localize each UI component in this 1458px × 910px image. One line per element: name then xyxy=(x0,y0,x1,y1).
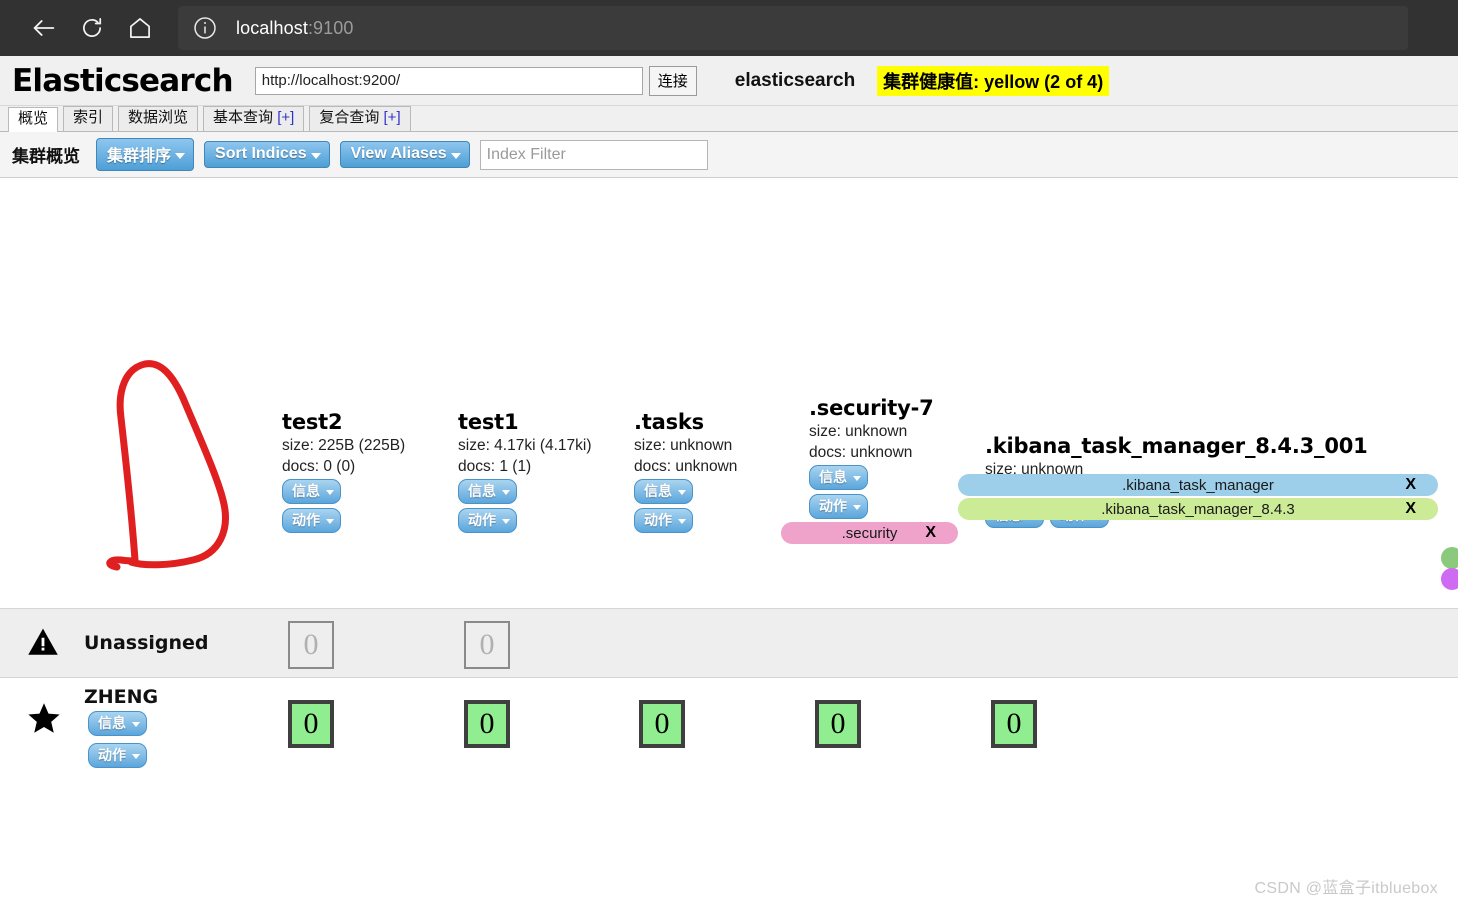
alias-label: .security xyxy=(841,524,898,542)
tab-composite-query[interactable]: 复合查询 [+] xyxy=(309,106,411,131)
tab-label: 索引 xyxy=(73,109,104,126)
tab-label: 复合查询 xyxy=(319,109,380,126)
index-card: test1 size: 4.17ki (4.17ki) docs: 1 (1) … xyxy=(458,410,618,537)
index-filter-input[interactable] xyxy=(479,139,708,170)
alias-bar[interactable]: .kibana_task_manager_8.4.3 X xyxy=(958,498,1438,520)
address-bar-text: localhost:9100 xyxy=(236,18,354,39)
home-icon[interactable] xyxy=(116,4,164,52)
index-size: size: 225B (225B) xyxy=(282,437,406,454)
index-action-button[interactable]: 动作 xyxy=(282,508,341,533)
shard-box[interactable]: 0 xyxy=(464,700,510,748)
index-name: test1 xyxy=(458,410,519,434)
url-port: :9100 xyxy=(307,17,354,38)
view-aliases-button[interactable]: View Aliases xyxy=(339,141,470,168)
node-action-button[interactable]: 动作 xyxy=(88,743,147,768)
tab-plus: [+] xyxy=(379,109,401,126)
address-bar[interactable]: localhost:9100 xyxy=(178,6,1408,50)
reload-icon[interactable] xyxy=(68,4,116,52)
alias-bar[interactable]: .kibana_task_manager X xyxy=(958,474,1438,496)
index-docs: docs: unknown xyxy=(634,458,738,475)
index-size: size: unknown xyxy=(809,423,908,440)
index-info-button[interactable]: 信息 xyxy=(809,465,868,490)
index-name: .security-7 xyxy=(809,396,934,420)
es-host-input[interactable] xyxy=(254,66,643,95)
shard-box[interactable]: 0 xyxy=(464,621,510,669)
alias-label: .kibana_task_manager xyxy=(1122,476,1274,494)
back-arrow-icon[interactable] xyxy=(20,4,68,52)
cluster-board: test2 size: 225B (225B) docs: 0 (0) 信息 动… xyxy=(0,178,1458,608)
index-docs: docs: unknown xyxy=(809,444,913,461)
row-label: ZHENG xyxy=(84,686,159,708)
row-node-zheng: ZHENG 信息 动作 0 0 0 0 0 xyxy=(0,678,1458,783)
index-card: .tasks size: unknown docs: unknown 信息 动作 xyxy=(634,410,784,537)
cluster-name-label: elasticsearch xyxy=(734,69,856,91)
index-info-button[interactable]: 信息 xyxy=(282,479,341,504)
row-label: Unassigned xyxy=(84,632,209,654)
shard-box[interactable]: 0 xyxy=(815,700,861,748)
tab-indices[interactable]: 索引 xyxy=(63,106,114,131)
cluster-toolbar: 集群概览 集群排序 Sort Indices View Aliases xyxy=(0,132,1458,178)
shard-box[interactable]: 0 xyxy=(991,700,1037,748)
index-card: .security-7 size: unknown docs: unknown … xyxy=(809,396,939,523)
alias-bar[interactable]: .security X xyxy=(781,522,958,544)
index-size: size: unknown xyxy=(985,461,1084,478)
index-docs: docs: 1 (1) xyxy=(458,458,532,475)
shard-box[interactable]: 0 xyxy=(288,621,334,669)
alias-bar-offscreen[interactable] xyxy=(1441,547,1458,569)
watermark: CSDN @蓝盒子itbluebox xyxy=(1254,880,1438,897)
connect-button[interactable]: 连接 xyxy=(648,65,697,96)
tab-data-browse[interactable]: 数据浏览 xyxy=(118,106,199,131)
red-handdrawn-loop xyxy=(106,360,229,571)
star-icon xyxy=(26,700,62,741)
alias-label: .kibana_task_manager_8.4.3 xyxy=(1101,500,1295,518)
sort-indices-button[interactable]: Sort Indices xyxy=(204,141,330,168)
tab-basic-query[interactable]: 基本查询 [+] xyxy=(203,106,305,131)
tab-label: 数据浏览 xyxy=(128,109,189,126)
browser-toolbar: localhost:9100 xyxy=(0,0,1458,56)
index-size: size: unknown xyxy=(634,437,733,454)
app-header: Elasticsearch 连接 elasticsearch 集群健康值: ye… xyxy=(0,56,1458,106)
index-action-button[interactable]: 动作 xyxy=(809,494,868,519)
tab-plus: [+] xyxy=(273,109,295,126)
index-info-button[interactable]: 信息 xyxy=(634,479,693,504)
index-name: .kibana_task_manager_8.4.3_001 xyxy=(985,434,1368,458)
node-info-button[interactable]: 信息 xyxy=(88,711,147,736)
cluster-health-badge: 集群健康值: yellow (2 of 4) xyxy=(877,65,1110,96)
warning-triangle-icon xyxy=(26,625,60,664)
index-action-button[interactable]: 动作 xyxy=(458,508,517,533)
info-circle-icon[interactable] xyxy=(192,15,218,41)
index-info-button[interactable]: 信息 xyxy=(458,479,517,504)
page-title: Elasticsearch xyxy=(12,62,234,99)
tab-bar: 概览 索引 数据浏览 基本查询 [+] 复合查询 [+] xyxy=(0,106,1458,132)
index-docs: docs: 0 (0) xyxy=(282,458,356,475)
tab-overview[interactable]: 概览 xyxy=(8,107,59,132)
sort-cluster-button[interactable]: 集群排序 xyxy=(96,138,195,171)
alias-remove-icon[interactable]: X xyxy=(1405,500,1416,517)
cluster-overview-title: 集群概览 xyxy=(12,147,80,166)
alias-remove-icon[interactable]: X xyxy=(1405,476,1416,493)
index-size: size: 4.17ki (4.17ki) xyxy=(458,437,592,454)
url-host: localhost xyxy=(236,17,308,38)
index-name: test2 xyxy=(282,410,343,434)
index-action-button[interactable]: 动作 xyxy=(634,508,693,533)
shard-box[interactable]: 0 xyxy=(639,700,685,748)
node-buttons: 信息 动作 xyxy=(88,711,153,772)
alias-remove-icon[interactable]: X xyxy=(925,524,936,541)
row-unassigned: Unassigned 0 0 xyxy=(0,608,1458,678)
tab-label: 基本查询 xyxy=(213,109,274,126)
alias-bar-offscreen[interactable] xyxy=(1441,568,1458,590)
tab-label: 概览 xyxy=(18,110,49,127)
index-card: test2 size: 225B (225B) docs: 0 (0) 信息 动… xyxy=(282,410,442,537)
shard-box[interactable]: 0 xyxy=(288,700,334,748)
index-name: .tasks xyxy=(634,410,704,434)
